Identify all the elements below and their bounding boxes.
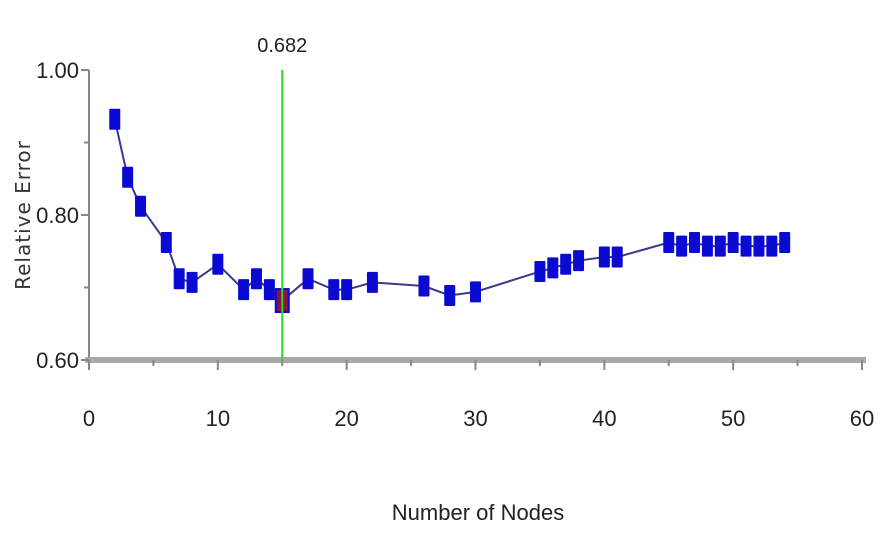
data-point-marker (444, 284, 456, 306)
data-point-marker (470, 281, 481, 303)
data-point-marker (753, 235, 765, 257)
y-tick-label: 0.60 (36, 348, 79, 373)
data-point-marker (573, 250, 585, 272)
data-point-marker (714, 235, 726, 257)
data-point-marker (534, 261, 546, 283)
data-point-marker (302, 268, 314, 290)
series-line (113, 119, 785, 302)
annotation-layer: 0.682 (257, 35, 307, 360)
data-point-marker (727, 232, 739, 254)
y-tick-label: 0.80 (36, 203, 79, 228)
data-point-marker (122, 166, 134, 188)
data-point-marker (238, 279, 250, 301)
data-point-marker (418, 275, 430, 297)
data-point-marker (328, 279, 340, 301)
data-point-marker (701, 235, 713, 257)
y-axis-title: Relative Error (11, 140, 35, 290)
data-point-marker (560, 253, 572, 275)
data-point-marker (676, 235, 688, 257)
x-tick-label: 40 (592, 406, 616, 431)
x-tick-label: 20 (334, 406, 358, 431)
data-point-marker (611, 246, 623, 268)
data-point-marker (366, 271, 378, 293)
data-point-marker (212, 253, 224, 275)
axes: 0.60 0.80 1.00 0 10 20 30 40 50 60 (36, 58, 874, 431)
data-point-marker (160, 232, 172, 254)
y-tick-label: 1.00 (36, 58, 79, 83)
data-point-marker (547, 257, 559, 279)
data-point-marker (766, 235, 778, 257)
data-point-marker (263, 279, 275, 301)
x-axis-title: Number of Nodes (392, 500, 564, 525)
x-tick-label: 60 (850, 406, 874, 431)
x-tick-label: 30 (463, 406, 487, 431)
data-point-marker (186, 271, 198, 293)
marker-layer (109, 108, 791, 314)
x-tick-label: 50 (721, 406, 745, 431)
selected-value-label: 0.682 (257, 35, 307, 57)
data-point-marker (689, 232, 701, 254)
data-point-marker (341, 279, 353, 301)
data-point-marker (109, 108, 121, 130)
data-point-marker (598, 246, 610, 268)
data-point-marker (740, 235, 752, 257)
data-point-marker (173, 268, 185, 290)
series-layer (113, 119, 785, 302)
data-point-marker (779, 232, 791, 254)
data-point-marker (250, 268, 262, 290)
x-tick-label: 0 (83, 406, 95, 431)
data-point-marker (135, 195, 147, 217)
x-tick-label: 10 (206, 406, 230, 431)
data-point-marker (663, 232, 675, 254)
